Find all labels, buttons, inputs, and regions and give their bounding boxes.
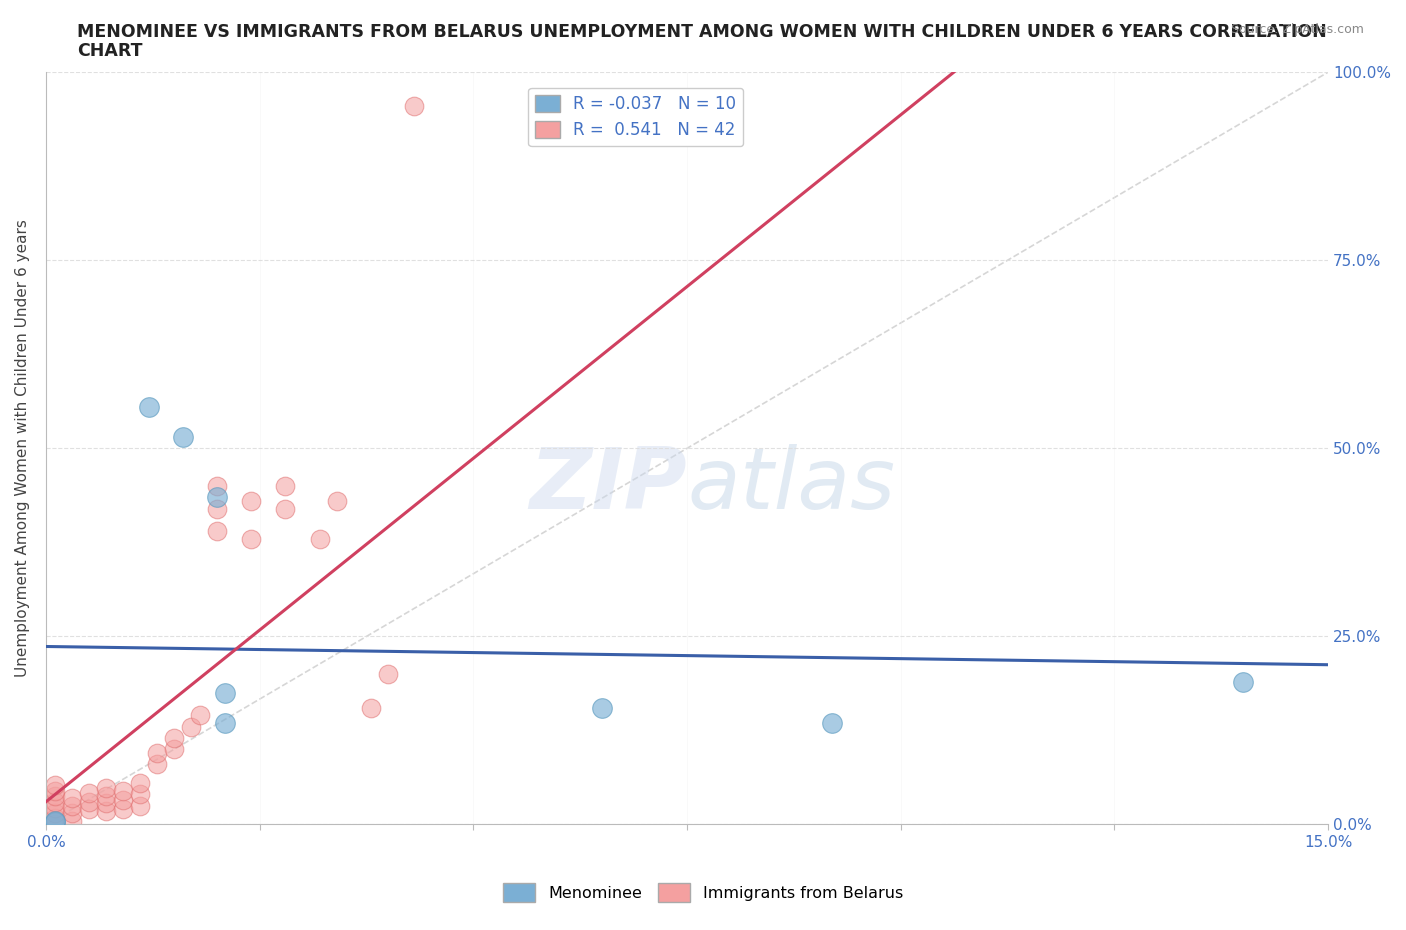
Point xyxy=(138,400,160,415)
Legend: R = -0.037   N = 10, R =  0.541   N = 42: R = -0.037 N = 10, R = 0.541 N = 42 xyxy=(529,88,744,146)
Point xyxy=(205,490,228,505)
Point xyxy=(1232,674,1254,689)
Point xyxy=(360,700,382,715)
Point xyxy=(146,757,169,772)
Text: MENOMINEE VS IMMIGRANTS FROM BELARUS UNEMPLOYMENT AMONG WOMEN WITH CHILDREN UNDE: MENOMINEE VS IMMIGRANTS FROM BELARUS UNE… xyxy=(77,23,1327,41)
Point xyxy=(129,787,152,802)
Point xyxy=(377,667,399,682)
Point xyxy=(60,813,83,828)
Point xyxy=(205,501,228,516)
Point xyxy=(44,813,66,828)
Point xyxy=(44,815,66,830)
Point xyxy=(111,802,134,817)
Point xyxy=(180,719,202,734)
Point xyxy=(60,798,83,813)
Point xyxy=(129,798,152,813)
Point xyxy=(44,794,66,809)
Point xyxy=(163,742,186,757)
Point xyxy=(325,494,347,509)
Point xyxy=(44,801,66,816)
Point xyxy=(44,811,66,826)
Point xyxy=(274,501,297,516)
Point xyxy=(172,430,194,445)
Point xyxy=(60,805,83,820)
Point xyxy=(240,531,263,546)
Point xyxy=(77,794,100,809)
Legend: Menominee, Immigrants from Belarus: Menominee, Immigrants from Belarus xyxy=(496,877,910,908)
Point xyxy=(188,708,211,723)
Point xyxy=(94,804,117,818)
Point xyxy=(111,793,134,808)
Point xyxy=(44,783,66,798)
Text: ZIP: ZIP xyxy=(530,445,688,527)
Point xyxy=(591,700,613,715)
Text: CHART: CHART xyxy=(77,42,143,60)
Text: Source: ZipAtlas.com: Source: ZipAtlas.com xyxy=(1230,23,1364,36)
Point xyxy=(205,479,228,494)
Point xyxy=(240,494,263,509)
Point xyxy=(60,790,83,805)
Point xyxy=(205,524,228,538)
Point xyxy=(129,776,152,790)
Point xyxy=(214,715,236,730)
Point xyxy=(308,531,330,546)
Y-axis label: Unemployment Among Women with Children Under 6 years: Unemployment Among Women with Children U… xyxy=(15,219,30,677)
Point xyxy=(111,784,134,799)
Point xyxy=(77,802,100,817)
Point xyxy=(77,786,100,801)
Point xyxy=(163,731,186,746)
Point xyxy=(44,805,66,820)
Text: atlas: atlas xyxy=(688,445,896,527)
Point xyxy=(94,789,117,804)
Point xyxy=(274,479,297,494)
Point xyxy=(402,99,425,113)
Point xyxy=(94,796,117,811)
Point xyxy=(44,817,66,831)
Point xyxy=(146,746,169,761)
Point xyxy=(44,789,66,804)
Point xyxy=(94,781,117,796)
Point xyxy=(44,777,66,792)
Point xyxy=(214,685,236,700)
Point xyxy=(821,715,844,730)
